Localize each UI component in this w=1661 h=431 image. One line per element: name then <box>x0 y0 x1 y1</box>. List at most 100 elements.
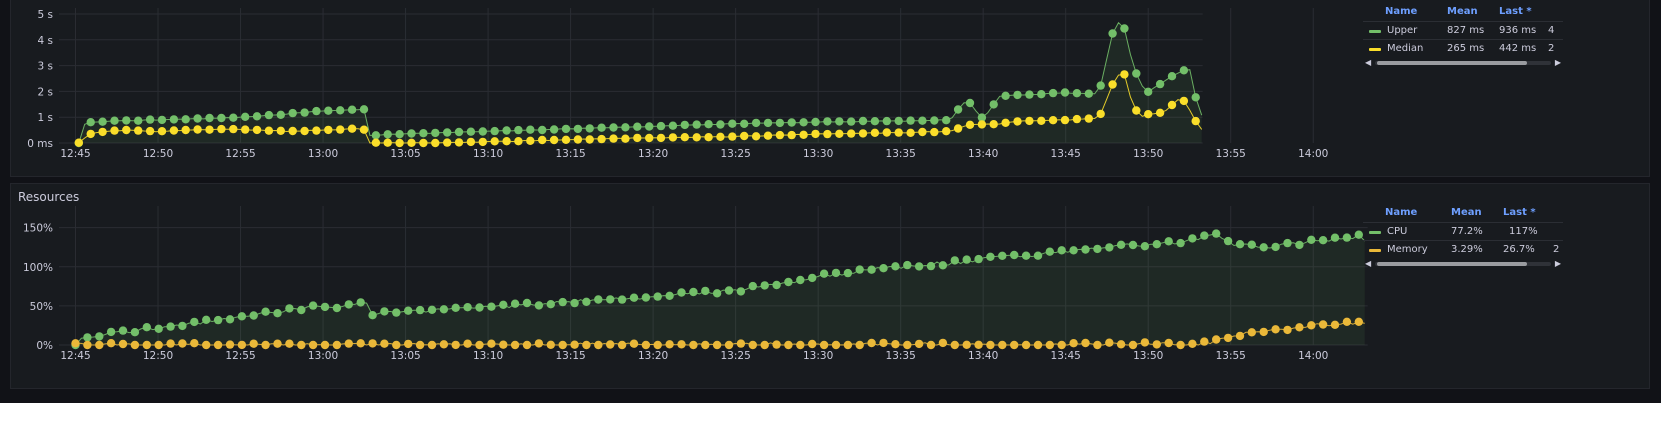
latency-chart[interactable]: 0 ms 1 s 2 s 3 s 4 s 5 s 12:45 12:50 12:55 13:00 1… <box>11 0 1651 177</box>
y-tick-label: 100% <box>23 262 53 274</box>
data-point-upper <box>1191 93 1200 102</box>
data-point-median <box>1001 118 1010 128</box>
data-point-memory <box>1069 339 1078 348</box>
data-point-upper <box>1096 81 1105 90</box>
data-point-cpu <box>475 303 484 312</box>
y-tick-label: 150% <box>23 223 53 235</box>
data-point-memory <box>1093 340 1102 350</box>
legend-header-last[interactable]: Last * <box>1499 6 1532 17</box>
data-point-upper <box>930 116 939 125</box>
resources-chart[interactable]: 0% 50% 100% 150% 12:45 12:50 12:55 13:00 13:05 13… <box>11 184 1651 390</box>
data-point-upper <box>300 108 309 117</box>
data-point-median <box>692 133 701 142</box>
legend-header-last[interactable]: Last * <box>1503 207 1536 218</box>
data-point-median <box>419 138 428 148</box>
data-point-upper <box>811 117 820 127</box>
data-point-median <box>728 132 737 141</box>
legend-row-cpu[interactable]: CPU 77.2% 117% <box>1363 222 1563 241</box>
data-point-memory <box>202 340 211 350</box>
data-point-upper <box>407 129 416 138</box>
data-point-upper <box>858 116 868 126</box>
scroll-left-icon[interactable]: ◀ <box>1365 259 1372 268</box>
data-point-median <box>264 126 274 135</box>
data-point-cpu <box>914 262 924 271</box>
data-point-upper <box>443 128 452 137</box>
resources-legend: Name Mean Last * CPU 77.2% 117% Memory 3… <box>1363 207 1563 277</box>
data-point-median <box>1179 96 1189 106</box>
data-point-median <box>217 124 226 134</box>
data-point-cpu <box>938 261 948 270</box>
data-point-upper <box>419 129 428 138</box>
legend-row-median[interactable]: Median 265 ms 442 ms 2 <box>1363 39 1563 58</box>
legend-header-name[interactable]: Name <box>1385 6 1418 17</box>
data-point-median <box>229 124 238 134</box>
data-point-upper <box>490 126 499 136</box>
data-point-cpu <box>249 311 258 320</box>
data-point-median <box>870 128 880 137</box>
scrollbar-thumb[interactable] <box>1377 262 1527 266</box>
panel-title[interactable]: Resources <box>18 190 80 204</box>
legend-row-upper[interactable]: Upper 827 ms 936 ms 4 <box>1363 21 1563 40</box>
data-point-cpu <box>1176 238 1185 248</box>
data-point-upper <box>1037 90 1046 99</box>
data-point-upper <box>110 116 119 125</box>
legend-header-mean[interactable]: Mean <box>1447 6 1478 17</box>
data-point-memory <box>570 340 579 349</box>
data-point-median <box>645 133 654 143</box>
series-color-swatch <box>1369 231 1381 234</box>
data-point-cpu <box>1105 243 1114 252</box>
data-point-cpu <box>819 269 829 278</box>
scroll-left-icon[interactable]: ◀ <box>1365 58 1372 67</box>
data-point-cpu <box>606 295 615 304</box>
data-point-memory <box>653 340 662 350</box>
data-point-median <box>858 129 868 138</box>
legend-header-name[interactable]: Name <box>1385 207 1418 218</box>
data-point-memory <box>190 339 199 348</box>
data-point-cpu <box>962 255 971 264</box>
data-point-cpu <box>1116 240 1126 249</box>
scroll-right-icon[interactable]: ▶ <box>1554 58 1561 67</box>
data-point-median <box>977 120 987 129</box>
data-point-cpu <box>190 317 199 327</box>
data-point-upper <box>359 105 369 114</box>
data-point-median <box>193 125 202 134</box>
data-point-cpu <box>297 305 306 315</box>
data-point-median <box>918 127 927 137</box>
data-point-cpu <box>320 302 330 312</box>
x-tick-label: 13:50 <box>1133 350 1163 362</box>
data-point-median <box>668 133 678 142</box>
legend-row-memory[interactable]: Memory 3.29% 26.7% 2 <box>1363 240 1563 259</box>
data-point-upper <box>1167 72 1177 81</box>
x-tick-label: 12:50 <box>143 148 173 160</box>
data-point-memory <box>1212 335 1221 344</box>
legend-scrollbar[interactable]: ◀ ▶ <box>1363 57 1563 69</box>
data-point-cpu <box>701 286 710 296</box>
data-point-cpu <box>570 298 579 308</box>
data-point-cpu <box>1271 242 1280 252</box>
data-point-median <box>466 137 476 147</box>
data-point-memory <box>867 338 876 348</box>
data-point-cpu <box>1140 242 1150 251</box>
data-point-cpu <box>273 309 282 318</box>
data-point-memory <box>1200 337 1209 346</box>
data-point-memory <box>914 339 924 349</box>
data-point-upper <box>134 116 143 125</box>
data-point-median <box>609 134 618 143</box>
legend-series-overflow: 2 <box>1548 43 1555 54</box>
scroll-right-icon[interactable]: ▶ <box>1554 259 1561 268</box>
data-point-memory <box>1164 338 1173 348</box>
data-point-memory <box>118 339 128 349</box>
data-point-memory <box>1057 340 1066 350</box>
data-point-median <box>86 129 95 139</box>
legend-scrollbar[interactable]: ◀ ▶ <box>1363 258 1563 270</box>
data-point-cpu <box>261 307 270 316</box>
data-point-cpu <box>974 254 983 264</box>
data-point-median <box>1132 106 1141 115</box>
legend-header-mean[interactable]: Mean <box>1451 207 1482 218</box>
data-point-memory <box>451 340 460 350</box>
x-tick-label: 12:50 <box>143 350 173 362</box>
scrollbar-thumb[interactable] <box>1377 61 1527 65</box>
legend-series-mean: 827 ms <box>1447 25 1485 36</box>
y-tick-label: 0 ms <box>27 138 53 150</box>
data-point-median <box>751 132 761 141</box>
